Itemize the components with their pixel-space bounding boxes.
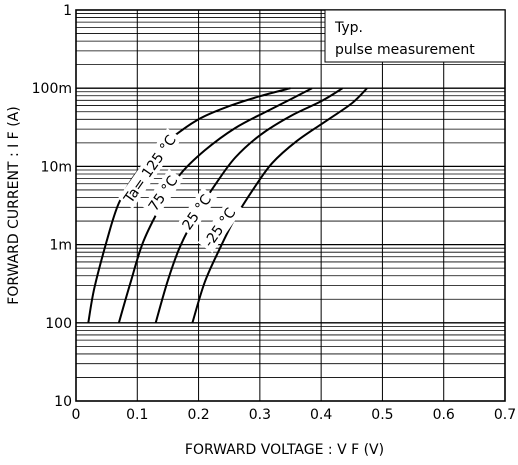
series-line [117,87,313,324]
x-tick-label: 0.6 [433,407,455,423]
x-axis-title: FORWARD VOLTAGE : V F (V) [185,442,384,458]
y-tick-label: 10 [54,394,72,410]
annotation-box-border [324,9,506,63]
x-tick-label: 0.4 [310,407,332,423]
y-tick-label: 100 [45,316,72,332]
x-tick-label: 0.5 [371,407,393,423]
plot-border [75,9,506,402]
annotation-line-1: Typ. [334,20,363,36]
y-tick-label: 10m [41,159,72,175]
curve-label-background [142,168,184,217]
tick-labels: 0 0.1 0.2 0.3 0.4 0.5 0.6 0.7 10 100 1m 10m 100m 1 [32,3,516,423]
x-tick-label: 0.3 [249,407,271,423]
annotation-box: Typ. pulse measurement [324,9,506,63]
curve-label-background [117,128,183,209]
y-tick-label: 1 [63,3,72,19]
y-tick-label: 1m [49,238,72,254]
x-tick-label: 0.2 [187,407,209,423]
grid [76,10,505,401]
curve-label-background [176,187,218,236]
curve-labels: Ta= 125 °C75 °C25 °C-25 °C [117,128,244,253]
x-tick-label: 0 [72,407,81,423]
plot-frame [75,9,506,402]
x-tick-label: 0.1 [126,407,148,423]
curve-label-background [197,198,244,253]
y-axis-title: FORWARD CURRENT : I F (A) [6,106,22,304]
series-line [154,87,344,324]
annotation-line-2: pulse measurement [335,42,475,58]
y-tick-label: 100m [32,81,72,97]
series-line [191,87,368,324]
x-tick-label: 0.7 [494,407,516,423]
